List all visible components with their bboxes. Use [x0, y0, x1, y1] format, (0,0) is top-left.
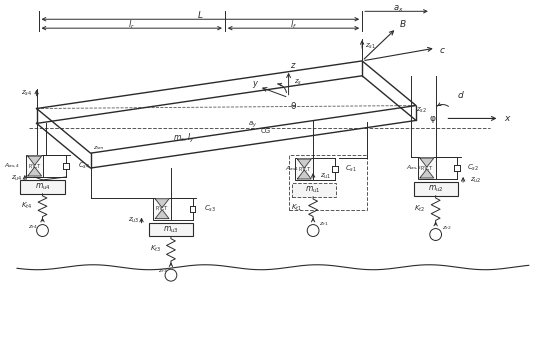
Polygon shape	[28, 156, 42, 165]
Text: $l_r$: $l_r$	[128, 19, 135, 32]
Text: $A_{as1}$: $A_{as1}$	[286, 164, 299, 174]
Polygon shape	[28, 167, 42, 176]
Text: $K_{t1}$: $K_{t1}$	[291, 203, 302, 213]
Text: $m_{u4}$: $m_{u4}$	[34, 181, 51, 192]
Text: $z_s$: $z_s$	[294, 78, 302, 87]
Bar	[153, 198, 171, 220]
Text: z: z	[291, 61, 295, 70]
Text: L: L	[198, 11, 203, 20]
Text: $z_{sm}$: $z_{sm}$	[93, 144, 104, 152]
Text: CG: CG	[261, 128, 271, 134]
Text: $a_y$: $a_y$	[248, 119, 257, 130]
Bar	[292, 183, 336, 197]
Text: $z_{u2}$: $z_{u2}$	[470, 175, 481, 185]
Text: P,V,T: P,V,T	[156, 206, 168, 211]
Text: $a_x$: $a_x$	[393, 3, 404, 14]
Polygon shape	[420, 169, 434, 178]
Text: $C_{s1}$: $C_{s1}$	[345, 164, 357, 174]
Text: $z_{u1}$: $z_{u1}$	[320, 171, 331, 180]
Bar	[26, 155, 44, 177]
Text: $z_{r2}$: $z_{r2}$	[441, 223, 451, 231]
Text: $z_{r3}$: $z_{r3}$	[158, 267, 168, 275]
Text: $z_{s1}$: $z_{s1}$	[364, 41, 375, 51]
Text: $z_{s4}$: $z_{s4}$	[21, 89, 32, 98]
Text: θ: θ	[291, 102, 296, 111]
Text: $K_{t2}$: $K_{t2}$	[414, 204, 425, 214]
Text: x: x	[505, 114, 510, 123]
Polygon shape	[298, 170, 311, 179]
Text: $z_{s2}$: $z_{s2}$	[416, 106, 426, 115]
Text: $m_{u1}$: $m_{u1}$	[305, 185, 321, 195]
Text: $z_{r1}$: $z_{r1}$	[319, 220, 328, 228]
Text: $m_{u3}$: $m_{u3}$	[163, 224, 179, 235]
Text: $m_s, I_y$: $m_s, I_y$	[173, 132, 195, 145]
Text: $z_{r4}$: $z_{r4}$	[28, 223, 38, 230]
Text: $C_{s2}$: $C_{s2}$	[467, 163, 479, 173]
Text: $m_{u2}$: $m_{u2}$	[428, 184, 444, 194]
Bar	[414, 182, 458, 196]
Text: $C_{s3}$: $C_{s3}$	[204, 204, 217, 214]
Text: $z_{u4}$: $z_{u4}$	[11, 174, 23, 183]
Bar	[20, 180, 65, 194]
Bar	[418, 157, 436, 179]
Bar	[295, 158, 313, 180]
Text: d: d	[457, 91, 463, 100]
Text: P,V,T: P,V,T	[421, 166, 433, 170]
Text: P,V,T: P,V,T	[29, 163, 41, 169]
Polygon shape	[155, 210, 169, 219]
Text: $K_{t3}$: $K_{t3}$	[150, 244, 161, 254]
Bar	[288, 155, 367, 210]
Text: B: B	[400, 20, 406, 29]
Text: P,V,T: P,V,T	[298, 167, 310, 171]
Polygon shape	[155, 199, 169, 208]
Text: φ: φ	[430, 114, 436, 123]
Text: $C_{s4}$: $C_{s4}$	[78, 161, 90, 171]
Text: $l_f$: $l_f$	[290, 19, 297, 32]
Polygon shape	[420, 158, 434, 167]
Text: $A_{as,4}$: $A_{as,4}$	[4, 162, 20, 170]
Bar	[149, 223, 194, 237]
Text: c: c	[440, 46, 445, 56]
Text: $z_{u3}$: $z_{u3}$	[128, 216, 140, 225]
Text: $A_{as,2}$: $A_{as,2}$	[406, 164, 422, 172]
Text: $K_{t4}$: $K_{t4}$	[21, 201, 32, 211]
Text: y: y	[252, 79, 257, 88]
Polygon shape	[298, 159, 311, 168]
